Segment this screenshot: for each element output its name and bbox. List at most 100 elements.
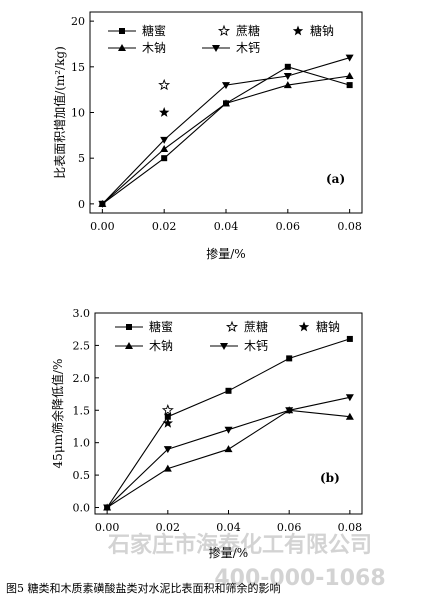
data-point — [345, 394, 354, 402]
x-tick-label: 0.04 — [216, 521, 241, 534]
series-5 — [103, 394, 354, 512]
y-tick-label: 0.0 — [73, 502, 91, 515]
x-tick-label: 0.02 — [156, 521, 181, 534]
data-point — [163, 464, 172, 472]
series-2 — [158, 78, 171, 91]
x-tick-label: 0.06 — [277, 521, 302, 534]
legend-label: 木钠 — [149, 338, 173, 353]
x-tick-label: 0.04 — [214, 220, 239, 233]
legend-label: 糖蜜 — [142, 23, 166, 38]
legend-marker — [217, 24, 231, 37]
series-line — [106, 409, 350, 508]
legend-marker — [220, 343, 228, 350]
data-point — [346, 335, 353, 342]
data-point — [224, 445, 233, 453]
panel-label: (a) — [326, 172, 345, 186]
data-point — [160, 136, 169, 144]
data-point — [161, 404, 174, 416]
legend-label: 蔗糖 — [244, 319, 268, 334]
series-4 — [98, 71, 354, 207]
y-tick-label: 20 — [71, 15, 85, 28]
x-tick-label: 0.08 — [337, 220, 362, 233]
data-point — [164, 413, 171, 420]
series-line — [106, 338, 351, 508]
legend-entry: 糖钠 — [298, 319, 340, 334]
legend-entry: 蔗糖 — [217, 23, 260, 38]
legend-label: 木钙 — [236, 41, 260, 55]
y-tick-label: 5 — [78, 152, 85, 165]
data-point — [286, 355, 293, 362]
data-point — [224, 426, 233, 434]
y-tick-label: 0 — [78, 198, 85, 211]
y-tick-label: 2.5 — [73, 339, 91, 352]
x-tick-label: 0.00 — [90, 220, 115, 233]
legend-label: 蔗糖 — [236, 23, 260, 38]
legend-entry: 木钠 — [108, 40, 166, 55]
watermark: 石家庄市海泰化工有限公司 400-000-1068 — [107, 532, 386, 591]
figure-caption: 图5 糖类和木质素磺酸盐类对水泥比表面积和筛余的影响 — [6, 581, 281, 595]
data-point — [285, 407, 294, 415]
data-point — [161, 155, 168, 162]
chart-panel-a: 0 5 10 15 20 0.00 0.02 0.04 0.06 0.08 掺量/% 比表面积增加值/… — [52, 11, 363, 261]
legend-label: 糖钠 — [316, 319, 340, 334]
y-tick-label: 2.0 — [73, 372, 91, 385]
data-point — [345, 412, 354, 420]
legend-label: 木钙 — [244, 339, 268, 353]
x-axis-label: 掺量/% — [209, 545, 248, 560]
x-tick-label: 0.00 — [95, 521, 120, 534]
legend-entry: 糖蜜 — [115, 319, 173, 334]
legend-marker — [298, 321, 310, 332]
data-point — [283, 81, 292, 89]
data-point — [158, 78, 171, 91]
data-point — [222, 82, 230, 90]
legend-marker — [126, 324, 132, 330]
data-point — [163, 446, 172, 454]
data-point — [98, 200, 107, 208]
legend-entry: 糖蜜 — [108, 23, 166, 38]
y-tick-label: 1.5 — [73, 404, 91, 417]
x-axis-label: 掺量/% — [206, 246, 245, 261]
legend-entry: 蔗糖 — [225, 319, 268, 334]
data-point — [160, 145, 169, 153]
series-1 — [104, 335, 353, 511]
data-point — [225, 387, 232, 394]
y-tick-label: 0.5 — [73, 469, 91, 482]
chart-panel-b: 0.0 0.5 1.0 1.5 2.0 2.5 3.0 0.00 0.02 0.04 0.06 0.0… — [50, 307, 363, 560]
data-point — [283, 72, 292, 80]
data-point — [162, 417, 173, 428]
legend-marker — [125, 342, 133, 349]
y-tick-label: 1.0 — [73, 437, 91, 450]
x-tick-label: 0.06 — [276, 220, 301, 233]
data-point — [345, 54, 354, 62]
y-tick-label: 10 — [71, 107, 85, 120]
data-point — [345, 71, 354, 79]
x-tick-label: 0.08 — [338, 521, 363, 534]
data-point — [103, 504, 112, 512]
series-4 — [103, 406, 354, 511]
data-point — [159, 107, 170, 117]
legend-label: 木钠 — [142, 40, 166, 55]
legend-marker — [212, 45, 220, 52]
series-line — [102, 75, 350, 205]
y-tick-label: 3.0 — [73, 307, 91, 320]
legend-marker — [119, 28, 125, 34]
legend-entry: 木钙 — [202, 41, 260, 55]
data-point — [222, 99, 230, 107]
series-3 — [159, 107, 170, 117]
series-3 — [162, 417, 173, 428]
y-axis-label: 45μm筛余降低值/% — [50, 359, 65, 469]
panel-label: (b) — [320, 471, 340, 485]
legend-entry: 糖钠 — [292, 23, 334, 38]
data-point — [346, 82, 353, 89]
series-5 — [98, 54, 354, 208]
series-line — [102, 57, 350, 205]
legend-label: 糖钠 — [310, 23, 334, 38]
legend-marker — [118, 44, 126, 51]
data-point — [284, 63, 291, 70]
watermark-line-1: 石家庄市海泰化工有限公司 — [107, 532, 372, 558]
legend-label: 糖蜜 — [149, 319, 173, 334]
legend-marker — [292, 25, 304, 36]
